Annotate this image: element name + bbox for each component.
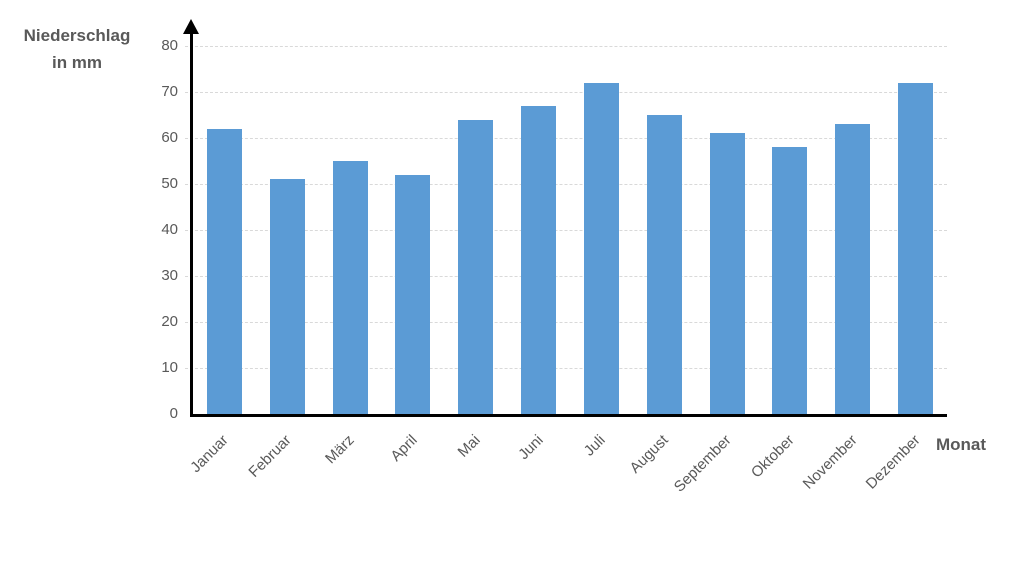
y-axis-title-line1: Niederschlag [23,26,131,45]
bar-august [646,115,682,414]
bar-januar [206,128,242,414]
bar-april [395,174,431,414]
y-tick-label-50: 50 [161,175,178,192]
gridline-20 [185,322,947,323]
bar-februar [269,179,305,414]
y-axis-title-line2: in mm [51,53,103,72]
y-tick-label-80: 80 [161,37,178,54]
bar-september [709,133,745,414]
y-tick-label-60: 60 [161,129,178,146]
y-axis-arrow-icon [183,19,199,34]
y-tick-label-70: 70 [161,83,178,100]
y-tick-label-10: 10 [161,359,178,376]
y-tick-label-0: 0 [169,405,178,422]
bar-mai [458,119,494,414]
y-tick-label-20: 20 [161,313,178,330]
gridline-80 [185,46,947,47]
gridline-70 [185,92,947,93]
y-tick-label-40: 40 [161,221,178,238]
bar-dezember [898,82,934,414]
bar-juli [583,82,619,414]
bar-november [835,124,871,414]
y-axis-title: Niederschlag in mm [12,22,142,76]
gridline-10 [185,368,947,369]
gridline-60 [185,138,947,139]
bar-juni [521,105,557,414]
gridline-40 [185,230,947,231]
y-axis-line [190,30,193,417]
gridline-30 [185,276,947,277]
gridline-50 [185,184,947,185]
bar-märz [332,161,368,414]
bar-oktober [772,147,808,414]
x-axis-line [190,414,947,417]
y-tick-label-30: 30 [161,267,178,284]
x-axis-title: Monat [936,435,987,454]
